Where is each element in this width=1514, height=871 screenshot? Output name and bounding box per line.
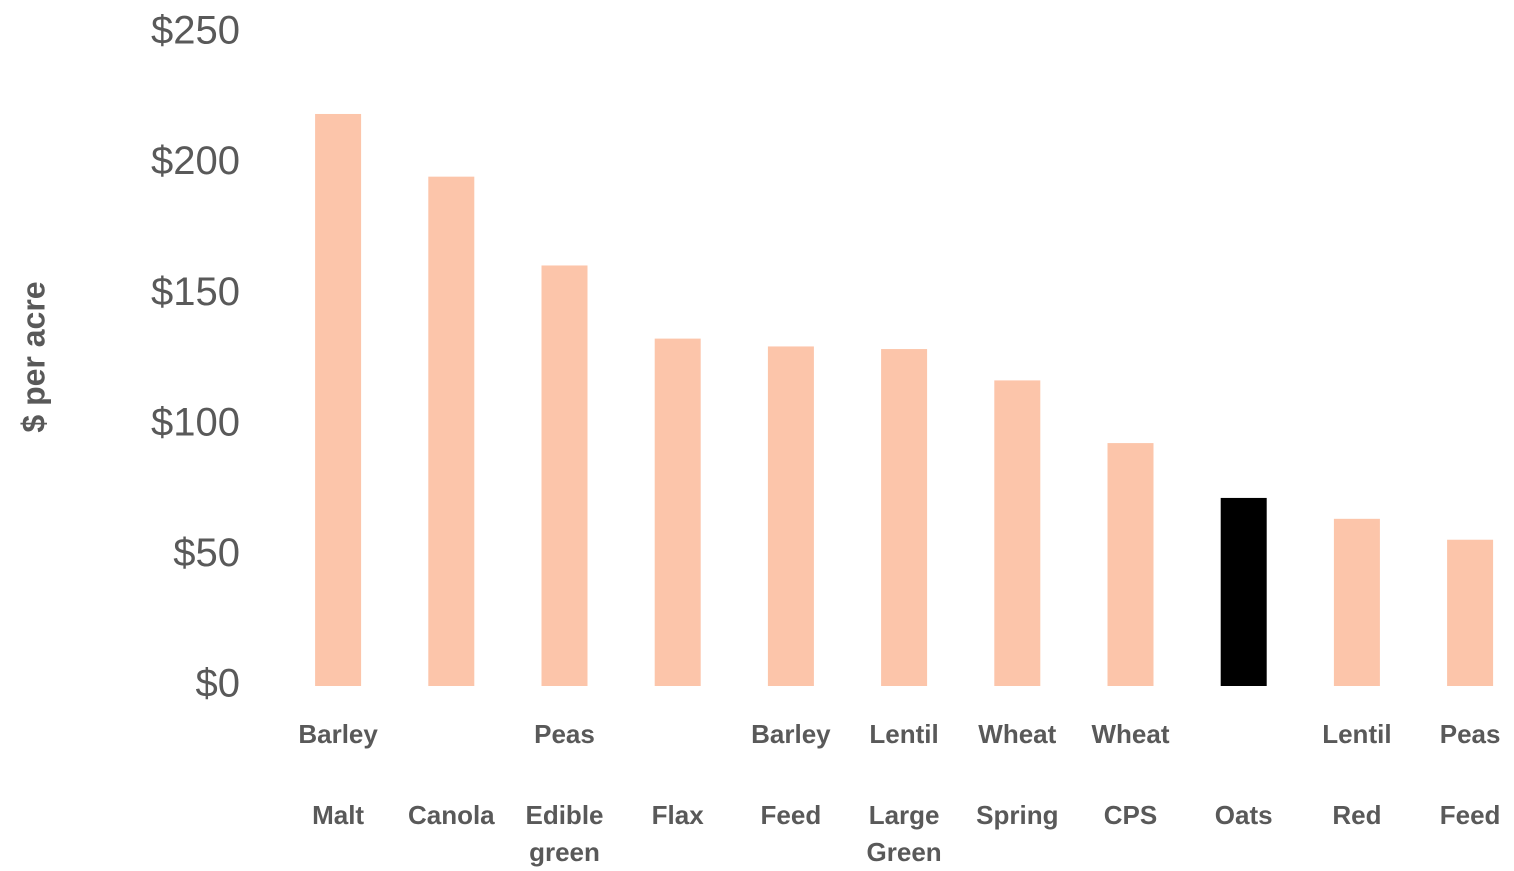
x-group-label: Wheat — [978, 719, 1057, 749]
y-tick-label: $100 — [151, 400, 240, 444]
x-tick-label: Red — [1332, 800, 1382, 830]
y-tick-label: $0 — [196, 662, 241, 706]
x-tick-label: Feed — [1439, 800, 1501, 830]
bar — [1333, 518, 1380, 686]
y-tick-label: $150 — [151, 270, 240, 314]
x-tick-label: Canola — [407, 800, 495, 830]
x-group-label: Lentil — [869, 719, 939, 749]
x-tick-label: Malt — [312, 800, 365, 830]
bar — [1447, 539, 1494, 686]
x-tick-label: Spring — [976, 800, 1059, 830]
bar — [881, 349, 928, 686]
bar — [767, 346, 814, 686]
bar — [994, 380, 1041, 686]
x-tick-label: Flax — [651, 800, 704, 830]
x-group-label: Wheat — [1091, 719, 1170, 749]
bar — [315, 113, 362, 687]
x-group-label: Peas — [1439, 719, 1501, 749]
y-axis-label: $ per acre — [15, 281, 51, 432]
x-group-label: Barley — [751, 719, 831, 749]
x-tick-label: Edible green — [525, 800, 604, 867]
bar — [541, 265, 588, 686]
x-group-label: Lentil — [1322, 719, 1392, 749]
y-tick-label: $200 — [151, 139, 240, 183]
y-tick-label: $50 — [173, 531, 240, 575]
bar — [1107, 443, 1154, 686]
x-tick-label: CPS — [1103, 800, 1158, 830]
x-group-label: Barley — [298, 719, 378, 749]
x-tick-label: Large Green — [866, 800, 942, 867]
y-tick-label: $250 — [151, 9, 240, 53]
bar — [654, 338, 701, 686]
x-group-label: Peas — [534, 719, 595, 749]
x-tick-label: Oats — [1214, 800, 1273, 830]
bar — [428, 176, 475, 686]
bar — [1220, 497, 1267, 686]
x-tick-label: Feed — [760, 800, 822, 830]
